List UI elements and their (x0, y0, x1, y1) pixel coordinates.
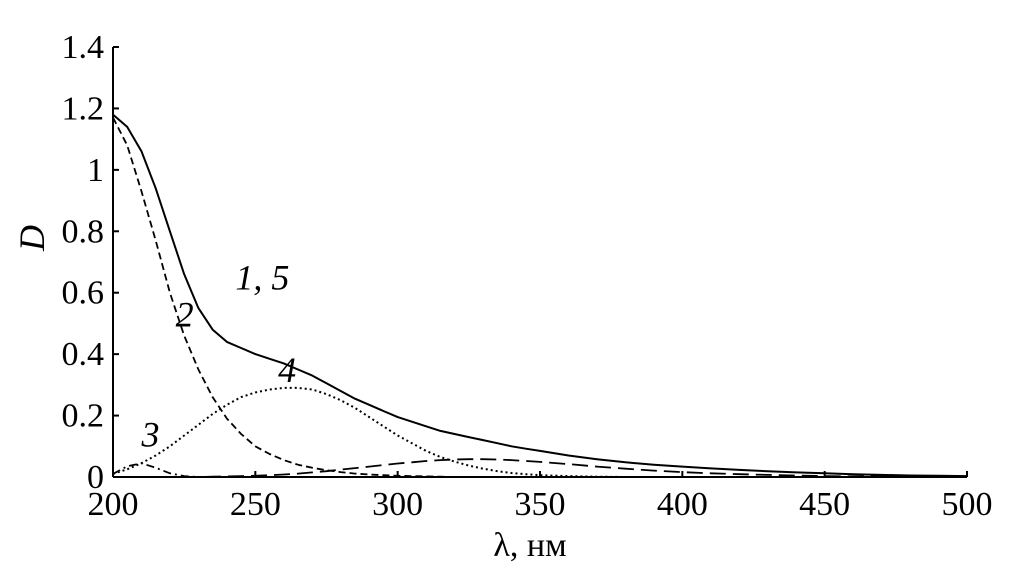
x-tick-label: 400 (657, 486, 708, 523)
series-line-4 (112, 386, 967, 478)
curve-labels: 1, 5 2 3 4 (140, 258, 296, 455)
y-tick-label: 0.8 (62, 213, 105, 250)
series-line-5 (113, 458, 968, 478)
y-tick-label: 0.2 (62, 398, 105, 435)
curve-label-1: 1, 5 (235, 258, 289, 298)
y-tick-label: 1 (87, 152, 104, 189)
x-tick-label: 200 (88, 486, 139, 523)
data-series (112, 113, 968, 478)
x-tick-label: 300 (372, 486, 423, 523)
y-tick-label: 1.4 (62, 29, 105, 66)
y-tick-label: 0 (87, 459, 104, 496)
y-tick-label: 0.4 (62, 336, 105, 373)
x-tick-label: 350 (515, 486, 566, 523)
y-tick-label: 1.2 (62, 90, 105, 127)
curve-label-4: 4 (278, 350, 296, 390)
tick-labels: 200 250 300 350 400 450 500 0 0.2 0.4 0.6 0.8 1 1.2 1.… (62, 29, 993, 523)
x-tick-label: 450 (799, 486, 850, 523)
x-tick-label: 500 (942, 486, 993, 523)
tick-marks (112, 46, 968, 478)
x-tick-label: 250 (230, 486, 281, 523)
curve-label-3: 3 (140, 414, 159, 454)
y-tick-label: 0.6 (62, 275, 105, 312)
x-axis-title: λ, нм (493, 527, 566, 564)
curve-label-2: 2 (176, 295, 194, 335)
series-line-1 (112, 113, 968, 478)
y-axis-title: D (12, 225, 52, 252)
